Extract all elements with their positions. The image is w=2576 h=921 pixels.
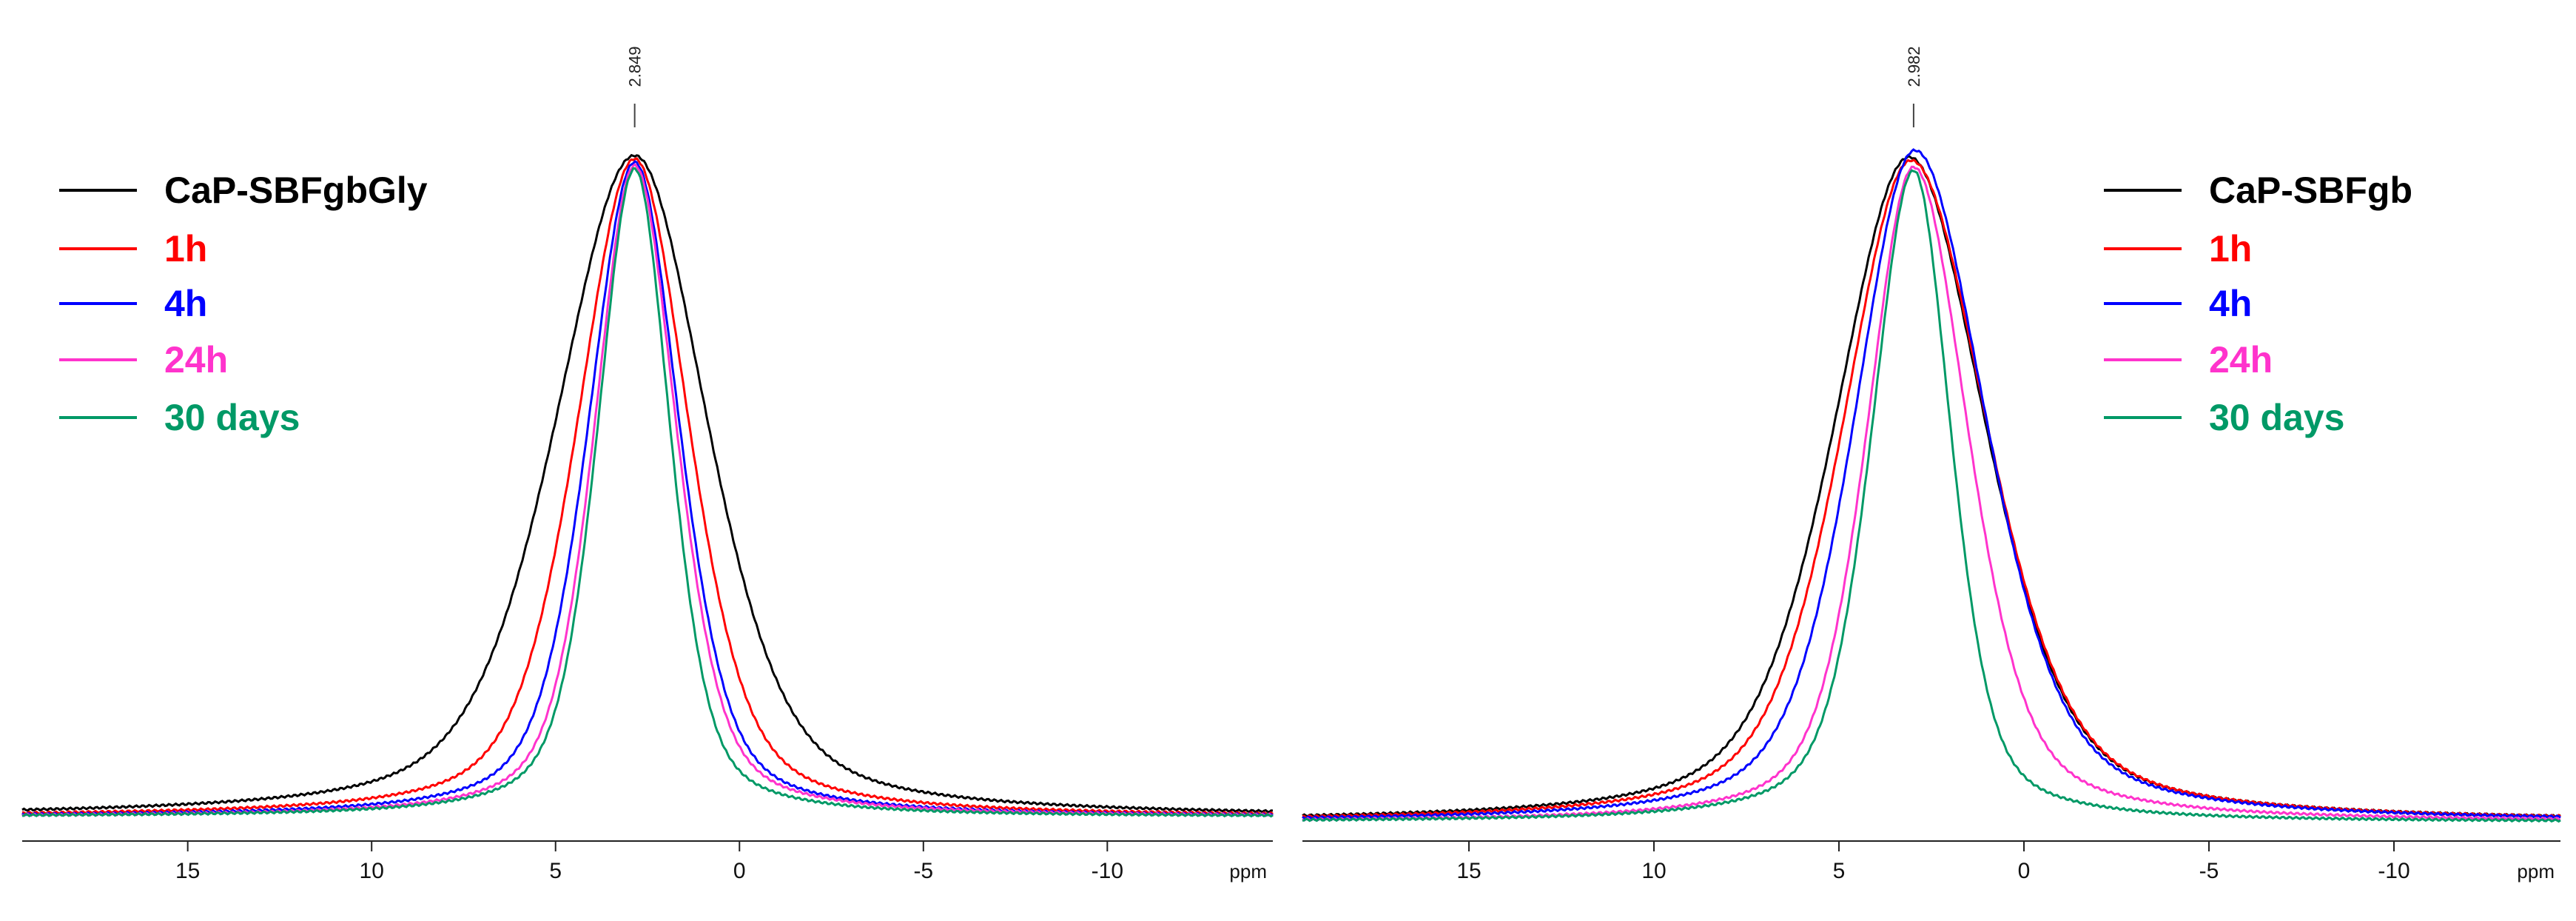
spectrum-line-1 xyxy=(21,157,1274,816)
x-tick-label: 0 xyxy=(733,859,746,883)
spectrum-line-4 xyxy=(1302,169,2561,823)
x-tick-label: 15 xyxy=(1456,859,1481,883)
x-tick-label: 15 xyxy=(175,859,200,883)
spectrum-line-0 xyxy=(21,153,1274,814)
spectrum-line-2 xyxy=(21,160,1274,817)
legend-label-4: 30 days xyxy=(164,397,300,438)
x-tick-label: -5 xyxy=(913,859,933,883)
legend-label-1: 1h xyxy=(164,228,207,269)
legend-label-0: CaP-SBFgb xyxy=(2209,170,2412,211)
legend-label-4: 30 days xyxy=(2209,397,2344,438)
peak-position-label: 2.849 xyxy=(626,46,645,87)
spectrum-line-3 xyxy=(1302,165,2561,822)
x-tick-label: 10 xyxy=(1641,859,1666,883)
spectrum-line-1 xyxy=(1302,158,2561,819)
x-tick-label: 5 xyxy=(549,859,562,883)
x-tick-label: 0 xyxy=(2018,859,2031,883)
legend-label-3: 24h xyxy=(164,339,228,381)
legend-label-0: CaP-SBFgbGly xyxy=(164,170,428,211)
peak-position-label: 2.982 xyxy=(1905,46,1923,87)
x-tick-label: -10 xyxy=(1092,859,1123,883)
legend-label-3: 24h xyxy=(2209,339,2273,381)
right-spectrum-panel: 15 10 5 0 -5 -10 ppm 2.982 CaP-SBFgb 1h 4h 24h 30 da… xyxy=(1302,46,2561,883)
x-axis-unit-label: ppm xyxy=(2517,860,2555,883)
x-tick-label: 5 xyxy=(1833,859,1846,883)
x-tick-label: 10 xyxy=(360,859,384,883)
spectrum-line-3 xyxy=(21,162,1274,817)
x-axis-unit-label: ppm xyxy=(1229,860,1267,883)
legend-label-2: 4h xyxy=(164,283,207,324)
x-tick-label: -5 xyxy=(2199,859,2219,883)
spectrum-line-4 xyxy=(21,167,1274,818)
x-tick-label: -10 xyxy=(2378,859,2409,883)
legend-label-1: 1h xyxy=(2209,228,2252,269)
left-spectrum-panel: 15 10 5 0 -5 -10 ppm 2.849 CaP-SBFgbGly 1h 4h 24h 30… xyxy=(21,46,1274,883)
legend-label-2: 4h xyxy=(2209,283,2252,324)
spectrum-line-2 xyxy=(1302,148,2561,820)
